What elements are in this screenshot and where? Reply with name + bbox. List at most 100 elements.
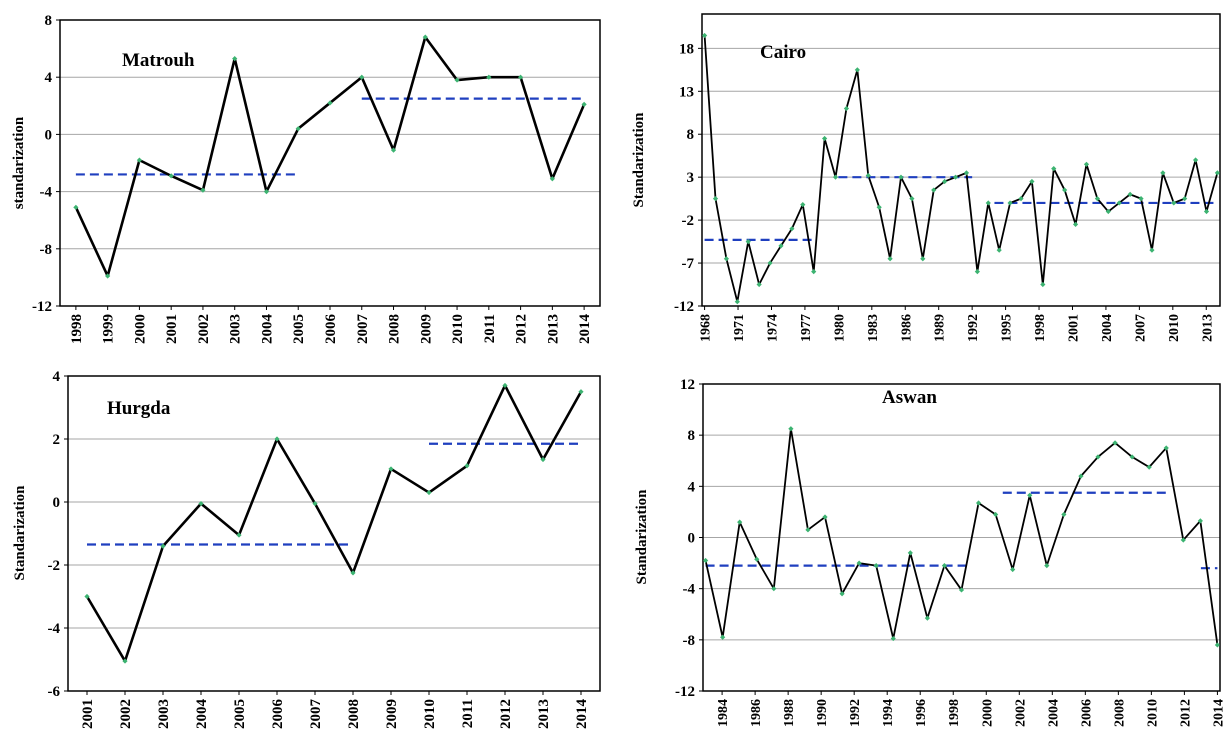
data-point	[1192, 157, 1199, 163]
data-point	[958, 587, 965, 593]
x-tick-label: 1968	[699, 314, 714, 342]
data-point	[1127, 191, 1133, 197]
data-point	[996, 247, 1002, 253]
data-point	[788, 426, 794, 432]
series-line	[703, 35, 1219, 303]
y-tick-label: 18	[679, 41, 694, 57]
x-tick-label: 2000	[132, 314, 148, 344]
x-tick-label: 2003	[156, 699, 172, 729]
data-point	[811, 269, 817, 275]
data-point	[295, 126, 301, 132]
x-tick-label: 1995	[1000, 314, 1015, 342]
data-point	[898, 174, 904, 180]
data-point	[887, 256, 893, 262]
data-point	[1072, 221, 1079, 228]
data-point	[865, 172, 871, 179]
x-tick-label: 1984	[716, 699, 731, 727]
y-tick-label: -6	[48, 684, 61, 700]
y-tick-label: -12	[32, 299, 52, 315]
x-tick-label: 2005	[232, 699, 248, 729]
x-tick-label: 1971	[732, 314, 747, 342]
x-tick-label: 2006	[323, 314, 339, 345]
data-point	[1146, 464, 1152, 470]
x-tick-label: 2012	[1178, 699, 1193, 727]
data-point	[388, 466, 394, 472]
data-point	[1083, 161, 1090, 167]
data-point	[274, 436, 280, 442]
data-point	[756, 281, 762, 288]
x-tick-label: 1998	[1033, 314, 1048, 342]
y-axis-label: standarization	[11, 116, 27, 209]
x-tick-label: 2006	[270, 699, 286, 730]
data-point	[1062, 187, 1068, 193]
x-tick-label: 1974	[765, 314, 780, 342]
data-point	[1163, 445, 1169, 451]
x-tick-label: 2010	[1167, 314, 1182, 342]
x-tick-label: 2006	[1079, 699, 1094, 727]
y-tick-label: 13	[679, 84, 694, 100]
y-tick-label: -8	[683, 633, 696, 649]
data-point	[701, 32, 708, 39]
data-point	[1051, 165, 1057, 172]
plot-frame	[67, 375, 601, 692]
series-line	[85, 384, 583, 663]
panel-hurgda: -6 -4 -2 0 2 4 2001 2002 2003 2004 2005 2006 2007 200…	[12, 369, 601, 730]
data-point	[1138, 196, 1144, 202]
data-point	[771, 586, 777, 592]
series-line	[704, 427, 1219, 646]
data-point	[767, 260, 773, 266]
data-point	[822, 514, 828, 520]
data-point	[73, 204, 79, 210]
x-tick-label: 2009	[418, 314, 434, 344]
y-tick-label: 4	[45, 70, 53, 86]
data-point	[464, 463, 470, 469]
x-tick-label: 2004	[259, 314, 275, 345]
data-point	[454, 77, 460, 83]
data-point	[549, 176, 555, 182]
plot-frame	[701, 13, 1221, 307]
data-point	[1182, 196, 1188, 202]
data-point	[1040, 281, 1046, 288]
x-tick-label: 1983	[866, 314, 881, 342]
x-tick-label: 2001	[80, 699, 96, 729]
x-tick-label: 2002	[196, 314, 212, 344]
data-point	[422, 34, 428, 40]
panel-title: Aswan	[882, 387, 937, 408]
x-tick-label: 2004	[1046, 699, 1061, 727]
data-point	[1214, 170, 1221, 176]
data-point	[540, 456, 546, 463]
y-tick-label: -7	[682, 256, 695, 272]
data-point	[907, 550, 913, 556]
data-point	[856, 560, 862, 566]
data-point	[263, 189, 270, 195]
panel-aswan: -12 -8 -4 0 4 8 12 1984 1986 1988 1990 1992 1994 1996…	[634, 377, 1223, 727]
data-point	[754, 556, 760, 562]
data-point	[909, 196, 915, 202]
y-tick-label: 0	[45, 127, 53, 143]
x-tick-label: 2014	[574, 699, 590, 730]
x-tick-label: 1994	[881, 699, 896, 727]
data-point	[1112, 440, 1118, 446]
data-point	[578, 389, 584, 395]
data-point	[327, 100, 333, 106]
y-tick-label: 8	[688, 428, 696, 444]
y-tick-label: 12	[680, 377, 695, 393]
y-axis-label: Standarization	[631, 112, 647, 208]
data-point	[1078, 473, 1084, 479]
x-tick-label: 2002	[1013, 699, 1028, 727]
x-tick-label: 1986	[749, 699, 764, 727]
data-point	[839, 591, 845, 597]
data-point	[952, 174, 959, 180]
y-tick-label: 8	[45, 13, 53, 29]
x-tick-label: 1986	[899, 314, 914, 342]
x-tick-label: 2002	[118, 699, 134, 729]
data-point	[974, 269, 980, 275]
y-tick-label: -4	[40, 185, 53, 201]
data-point	[1203, 208, 1210, 215]
x-tick-label: 1999	[101, 314, 117, 344]
data-point	[873, 563, 879, 569]
data-point	[843, 105, 850, 112]
x-tick-label: 2011	[460, 699, 476, 728]
data-point	[105, 273, 111, 279]
